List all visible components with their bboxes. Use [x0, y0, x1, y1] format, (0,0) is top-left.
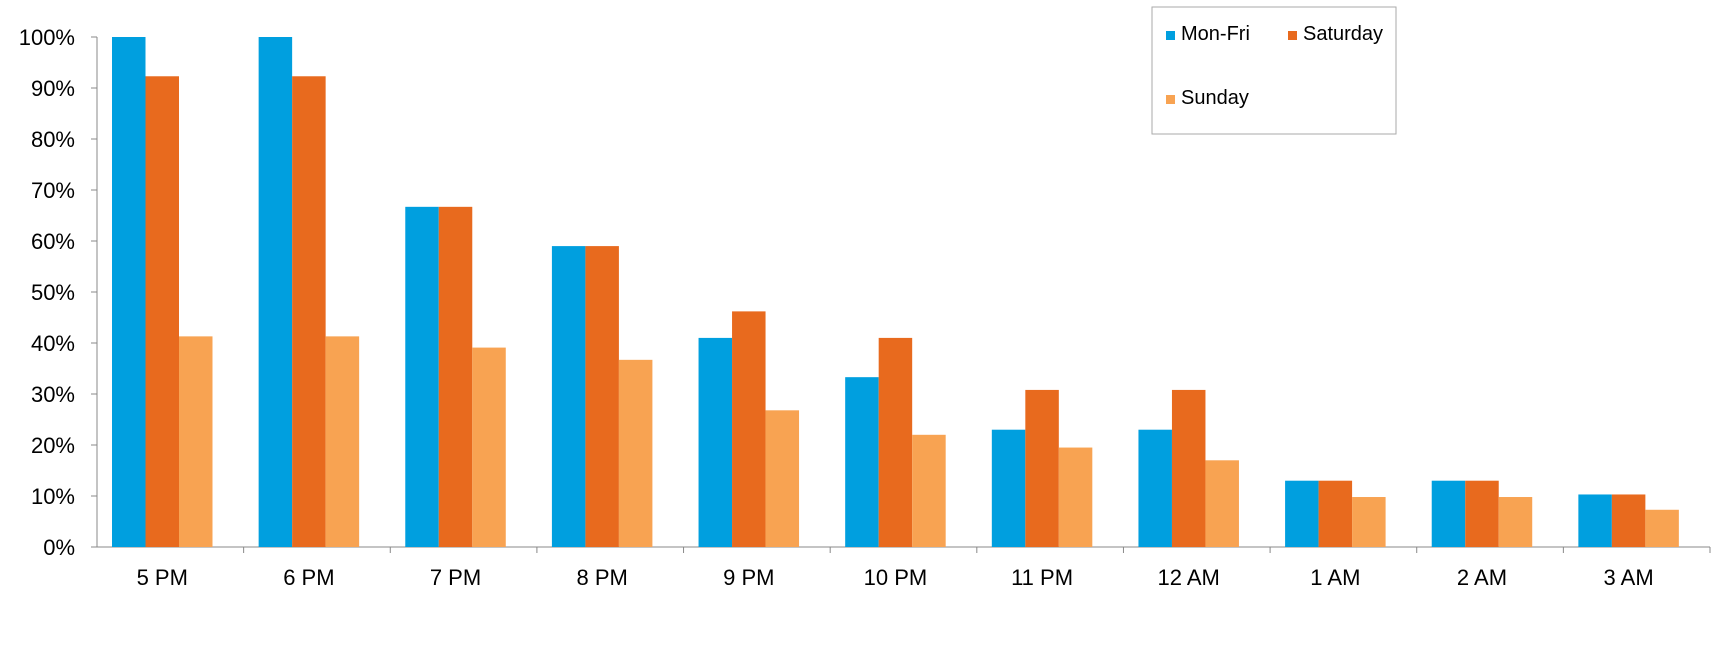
- legend-label-mon-fri: Mon-Fri: [1181, 23, 1250, 45]
- legend-box: [1151, 6, 1397, 135]
- x-tick-label: 11 PM: [1011, 565, 1073, 590]
- x-tick-label: 2 AM: [1457, 565, 1507, 590]
- bar-mon-fri-10: [1578, 494, 1612, 547]
- bar-mon-fri-4: [698, 337, 733, 547]
- y-tick-label: 60%: [31, 229, 75, 254]
- bar-mon-fri-8: [1285, 480, 1319, 547]
- bar-sunday-2: [472, 347, 506, 547]
- bar-saturday-2: [438, 206, 473, 547]
- bar-saturday-1: [292, 76, 326, 548]
- bar-mon-fri-0: [112, 37, 146, 547]
- bar-sunday-8: [1352, 497, 1386, 547]
- x-tick-label: 1 AM: [1310, 565, 1360, 590]
- bar-sunday-5: [912, 434, 946, 547]
- bar-mon-fri-5: [845, 377, 879, 547]
- x-axis: 5 PM 6 PM 7 PM 8 PM 9 PM 10 PM 11 PM 12 AM 1 AM 2…: [97, 546, 1711, 590]
- legend-swatch-saturday: [1288, 31, 1297, 40]
- y-tick-label: 20%: [31, 433, 75, 458]
- x-tick-label: 5 PM: [137, 565, 188, 590]
- y-tick-label: 70%: [31, 178, 75, 203]
- bar-saturday-4: [732, 311, 766, 547]
- y-axis: 0% 10% 20% 30% 40% 50% 60% 70% 80% 90% 100%: [19, 25, 98, 560]
- bar-sunday-10: [1645, 509, 1679, 547]
- legend-label-sunday: Sunday: [1181, 87, 1249, 109]
- x-tick-label: 12 AM: [1158, 565, 1220, 590]
- bar-mon-fri-6: [991, 429, 1026, 547]
- y-tick-label: 10%: [31, 484, 75, 509]
- y-tick-label: 40%: [31, 331, 75, 356]
- bar-saturday-3: [585, 246, 619, 547]
- legend-label-saturday: Saturday: [1303, 23, 1383, 45]
- x-tick-label: 9 PM: [723, 565, 774, 590]
- y-tick-label: 80%: [31, 127, 75, 152]
- bar-sunday-0: [179, 336, 213, 547]
- bar-mon-fri-3: [551, 246, 586, 547]
- bars: [112, 37, 1679, 548]
- bar-saturday-5: [878, 337, 913, 547]
- bar-sunday-4: [765, 410, 800, 547]
- bar-saturday-10: [1611, 494, 1646, 547]
- bar-saturday-8: [1318, 480, 1353, 547]
- legend: Mon-Fri Saturday Sunday: [1151, 6, 1397, 135]
- bar-mon-fri-9: [1431, 480, 1466, 547]
- bar-mon-fri-2: [405, 206, 439, 547]
- bar-mon-fri-1: [258, 37, 293, 547]
- bar-saturday-7: [1171, 389, 1206, 547]
- y-tick-label: 50%: [31, 280, 75, 305]
- x-tick-label: 3 AM: [1604, 565, 1654, 590]
- y-tick-label: 0%: [43, 535, 75, 560]
- x-tick-label: 6 PM: [283, 565, 334, 590]
- bar-sunday-3: [618, 359, 653, 547]
- legend-swatch-sunday: [1166, 95, 1175, 104]
- x-tick-label: 8 PM: [576, 565, 627, 590]
- x-tick-label: 7 PM: [430, 565, 481, 590]
- x-tick-label: 10 PM: [864, 565, 928, 590]
- y-tick-label: 90%: [31, 76, 75, 101]
- bar-sunday-6: [1058, 447, 1093, 547]
- bar-sunday-9: [1498, 497, 1533, 547]
- legend-swatch-mon-fri: [1166, 31, 1175, 40]
- bar-sunday-1: [325, 336, 360, 547]
- bar-saturday-6: [1025, 389, 1059, 547]
- y-tick-label: 100%: [19, 25, 75, 50]
- y-tick-label: 30%: [31, 382, 75, 407]
- bar-sunday-7: [1205, 460, 1239, 547]
- bar-saturday-0: [145, 76, 179, 548]
- bar-mon-fri-7: [1138, 429, 1172, 547]
- bar-saturday-9: [1465, 480, 1499, 547]
